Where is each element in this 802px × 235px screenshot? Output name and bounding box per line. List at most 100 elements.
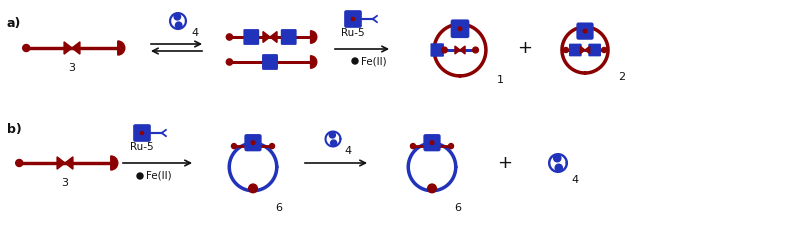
FancyBboxPatch shape	[569, 44, 581, 56]
Polygon shape	[262, 31, 269, 43]
Text: 6: 6	[453, 203, 460, 213]
FancyBboxPatch shape	[281, 29, 296, 45]
Polygon shape	[455, 46, 460, 54]
Polygon shape	[57, 157, 65, 169]
Circle shape	[253, 39, 257, 43]
Circle shape	[226, 34, 233, 40]
Text: b): b)	[7, 123, 22, 136]
Circle shape	[410, 144, 415, 149]
Text: +: +	[516, 39, 532, 57]
Circle shape	[596, 45, 599, 48]
Polygon shape	[65, 157, 73, 169]
Circle shape	[563, 47, 568, 52]
Wedge shape	[310, 56, 317, 68]
FancyBboxPatch shape	[344, 10, 362, 28]
Circle shape	[576, 45, 580, 48]
FancyBboxPatch shape	[423, 134, 440, 151]
Polygon shape	[269, 57, 277, 67]
Circle shape	[329, 132, 335, 138]
Circle shape	[431, 52, 435, 55]
Circle shape	[439, 45, 442, 48]
Circle shape	[569, 52, 573, 55]
FancyBboxPatch shape	[588, 44, 600, 56]
Circle shape	[263, 64, 268, 68]
Polygon shape	[431, 142, 436, 150]
Wedge shape	[111, 156, 118, 170]
Circle shape	[554, 164, 561, 171]
Circle shape	[441, 47, 447, 53]
Circle shape	[427, 184, 435, 193]
Circle shape	[16, 160, 22, 167]
Circle shape	[576, 52, 580, 55]
Circle shape	[226, 59, 233, 65]
Circle shape	[140, 131, 144, 135]
Circle shape	[351, 17, 354, 20]
FancyBboxPatch shape	[450, 19, 469, 38]
Text: Ru-5: Ru-5	[130, 142, 154, 152]
Circle shape	[589, 52, 593, 55]
Polygon shape	[72, 42, 80, 54]
Circle shape	[137, 173, 143, 179]
Circle shape	[245, 31, 249, 35]
FancyBboxPatch shape	[133, 124, 151, 142]
Circle shape	[553, 155, 560, 162]
Circle shape	[282, 39, 286, 43]
Circle shape	[589, 45, 593, 48]
Polygon shape	[262, 57, 269, 67]
Polygon shape	[248, 142, 253, 150]
Circle shape	[251, 141, 254, 145]
Polygon shape	[585, 46, 589, 54]
Circle shape	[290, 39, 294, 43]
Text: Fe(II): Fe(II)	[361, 56, 386, 66]
Circle shape	[174, 13, 180, 20]
Text: 3: 3	[68, 63, 75, 73]
Text: 4: 4	[191, 28, 198, 38]
FancyBboxPatch shape	[430, 43, 444, 57]
Text: 2: 2	[618, 72, 624, 82]
Circle shape	[249, 184, 257, 193]
Circle shape	[330, 140, 336, 146]
Circle shape	[263, 56, 268, 60]
Polygon shape	[253, 142, 257, 150]
Circle shape	[430, 141, 433, 145]
Circle shape	[269, 144, 274, 149]
Polygon shape	[269, 31, 277, 43]
Circle shape	[582, 29, 586, 33]
Polygon shape	[427, 142, 431, 150]
Text: Ru-5: Ru-5	[341, 28, 364, 38]
Circle shape	[569, 45, 573, 48]
Circle shape	[458, 27, 461, 31]
Text: 4: 4	[570, 175, 577, 185]
Circle shape	[231, 144, 237, 149]
Circle shape	[448, 144, 453, 149]
Circle shape	[282, 31, 286, 35]
Circle shape	[175, 22, 182, 28]
Circle shape	[431, 45, 435, 48]
Circle shape	[439, 52, 442, 55]
Text: Fe(II): Fe(II)	[146, 171, 172, 181]
Text: a): a)	[7, 17, 22, 30]
FancyBboxPatch shape	[576, 23, 593, 40]
Circle shape	[253, 31, 257, 35]
Circle shape	[272, 56, 276, 60]
Wedge shape	[118, 41, 124, 55]
Polygon shape	[580, 46, 585, 54]
Circle shape	[596, 52, 599, 55]
Wedge shape	[310, 31, 317, 43]
Circle shape	[272, 64, 276, 68]
Circle shape	[351, 58, 358, 64]
Text: 6: 6	[274, 203, 282, 213]
FancyBboxPatch shape	[244, 134, 261, 151]
Text: 3: 3	[62, 178, 68, 188]
Polygon shape	[460, 46, 464, 54]
FancyBboxPatch shape	[261, 54, 277, 70]
Circle shape	[601, 47, 606, 52]
FancyBboxPatch shape	[243, 29, 259, 45]
Circle shape	[22, 44, 30, 51]
Circle shape	[472, 47, 478, 53]
Circle shape	[245, 39, 249, 43]
Text: 4: 4	[343, 146, 350, 156]
Text: +: +	[497, 154, 512, 172]
Text: 1: 1	[496, 75, 504, 85]
Polygon shape	[64, 42, 72, 54]
